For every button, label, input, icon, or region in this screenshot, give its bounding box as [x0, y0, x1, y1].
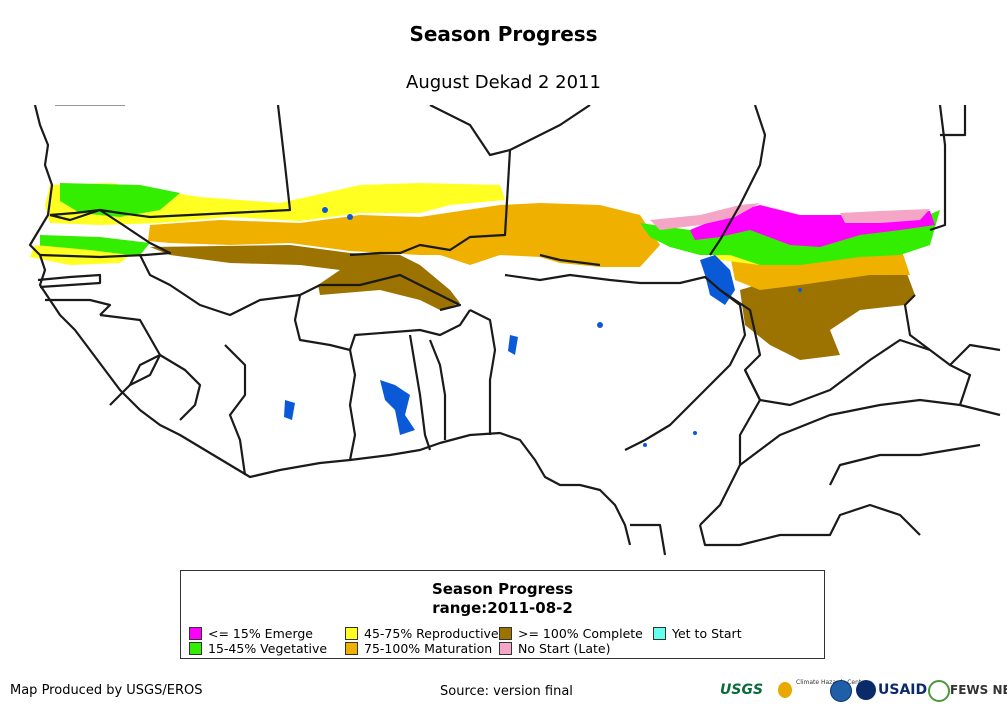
legend-range: range:2011-08-2: [432, 599, 573, 617]
legend: Season Progress range:2011-08-2 <= 15% E…: [180, 570, 825, 659]
reservoir-1: [322, 207, 328, 213]
legend-item-no-start: No Start (Late): [499, 642, 610, 656]
map-title: Season Progress: [409, 22, 598, 46]
border-libya-chad: [929, 105, 947, 232]
country-borders: [28, 105, 1001, 556]
legend-item-maturation: 75-100% Maturation: [345, 642, 492, 656]
lake-kainji: [508, 335, 518, 355]
legend-swatch-reproductive: [345, 627, 358, 640]
legend-swatch-vegetative: [189, 642, 202, 655]
border-benin-nigeria: [469, 309, 497, 435]
border-senegal: [39, 208, 172, 259]
border-mali-niger: [349, 105, 512, 257]
reservoir-4: [693, 431, 697, 435]
coastline: [28, 105, 632, 546]
border-chad-top: [940, 105, 967, 137]
zone-no-start-east: [840, 209, 930, 223]
water-bodies: [284, 207, 802, 447]
map-credit: Map Produced by USGS/EROS: [10, 683, 203, 698]
border-togo-benin: [428, 339, 447, 440]
border-nigeria-north: [539, 253, 601, 267]
legend-swatch-no-start: [499, 642, 512, 655]
noaa-logo-icon: [830, 680, 852, 702]
reservoir-2: [347, 214, 353, 220]
map-subtitle: August Dekad 2 2011: [406, 72, 601, 93]
legend-item-yet-to-start: Yet to Start: [653, 627, 742, 641]
usaid-seal-icon: [856, 680, 876, 700]
border-nigeria-cameroon: [624, 289, 747, 451]
border-cameroon-car: [699, 369, 762, 526]
border-burkina: [293, 294, 471, 352]
border-liberia-ivory: [224, 344, 247, 476]
border-south-sudan: [949, 364, 972, 406]
border-chad-car: [719, 289, 931, 407]
fews-globe-icon: [928, 680, 950, 702]
legend-swatch-complete: [499, 627, 512, 640]
usaid-logo: USAID: [878, 682, 928, 698]
legend-title: Season Progress: [431, 580, 574, 598]
legend-item-reproductive: 45-75% Reproductive: [345, 627, 499, 641]
border-mauritania-mali: [49, 105, 292, 219]
border-ivory-ghana: [348, 349, 357, 461]
border-guinea: [99, 313, 162, 406]
legend-swatch-maturation: [345, 642, 358, 655]
border-drc-east: [829, 443, 981, 486]
border-chad-sudan: [903, 294, 931, 351]
reservoir-3: [597, 322, 603, 328]
chc-logo: Climate Hazards Center: [796, 679, 868, 686]
reservoir-5: [643, 443, 647, 447]
legend-item-vegetative: 15-45% Vegetative: [189, 642, 327, 656]
border-algeria-niger: [509, 105, 591, 151]
fews-net-logo: FEWS NET: [950, 683, 1007, 697]
map-source: Source: version final: [440, 684, 573, 699]
border-gambia: [37, 273, 102, 289]
border-niger-chad: [709, 105, 767, 256]
legend-swatch-emerge: [189, 627, 202, 640]
zone-vegetative-west: [60, 183, 180, 217]
lake-kossou: [284, 400, 295, 420]
zone-vegetative-sahel: [640, 210, 940, 265]
lake-chad: [700, 255, 735, 305]
legend-item-emerge: <= 15% Emerge: [189, 627, 313, 641]
border-ghana-togo: [408, 334, 432, 451]
border-guinea-bissau: [45, 298, 112, 316]
border-car-sudan: [929, 343, 1001, 367]
legend-item-complete: >= 100% Complete: [499, 627, 643, 641]
zone-maturation-west: [148, 203, 660, 267]
border-mali-south: [139, 254, 462, 317]
border-congo: [698, 503, 921, 547]
zone-reproductive-coast: [30, 245, 130, 265]
usgs-logo: USGS: [720, 682, 764, 698]
reservoir-6: [798, 288, 802, 292]
chc-logo-icon: [778, 682, 792, 698]
border-car-drc: [739, 398, 1001, 466]
border-gabon: [630, 523, 667, 556]
progress-zones: [30, 183, 940, 360]
legend-swatch-yet-to-start: [653, 627, 666, 640]
border-sierra-leone: [129, 353, 202, 421]
season-progress-map: [28, 105, 1001, 556]
border-niger-nigeria: [504, 273, 721, 291]
zone-complete-west: [150, 245, 460, 310]
zone-no-start: [650, 203, 760, 230]
lake-volta: [380, 380, 415, 435]
